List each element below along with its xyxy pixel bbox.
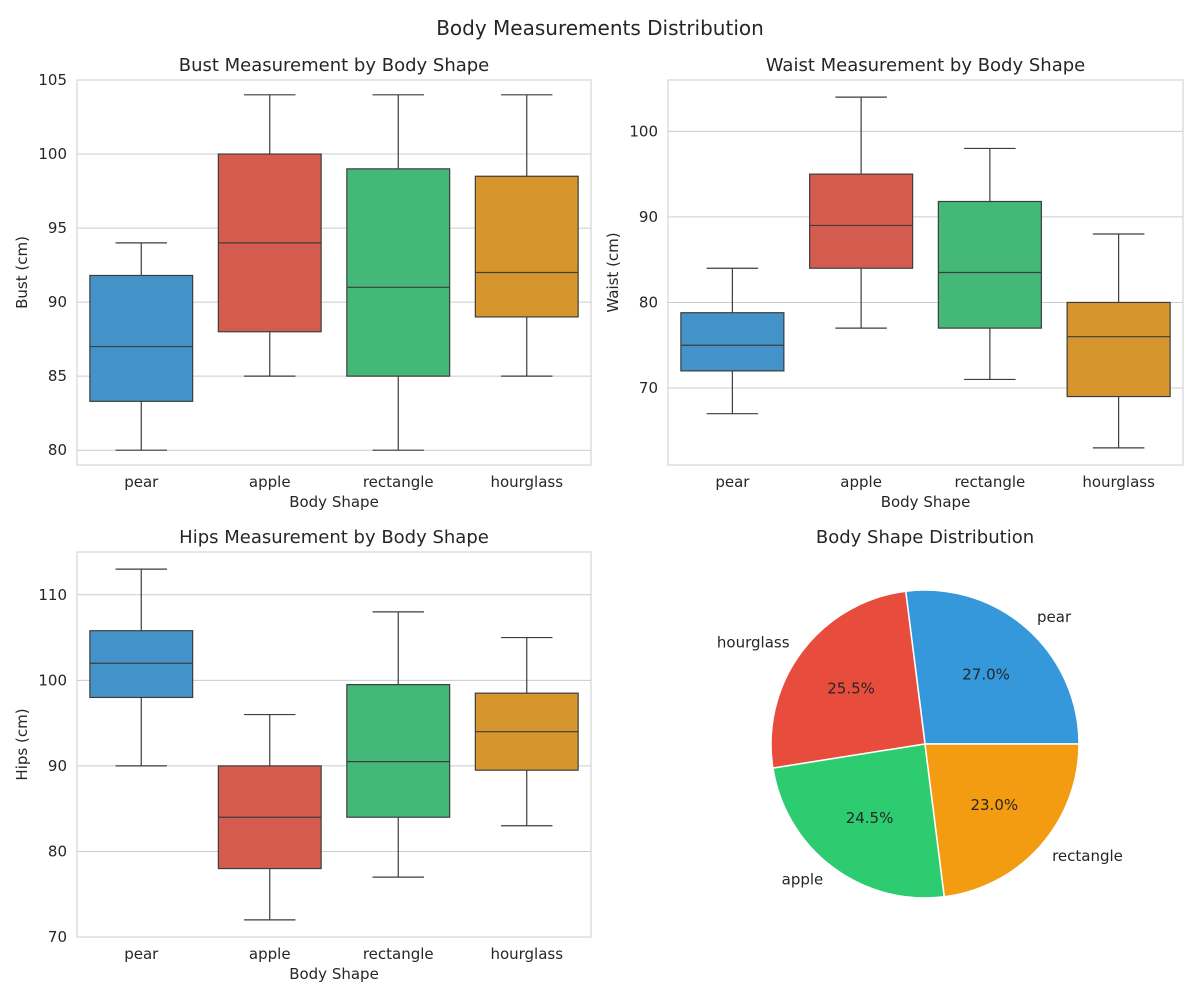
x-tick-label: pear: [715, 473, 750, 491]
pie-slice-label: pear: [1037, 608, 1072, 626]
pie-slice-pear: [904, 589, 1080, 745]
x-tick-label: hourglass: [490, 473, 563, 491]
box-iqr: [474, 175, 579, 318]
pie-percent-label: 25.5%: [827, 680, 875, 698]
box-rectangle: [937, 147, 1042, 381]
box-rectangle: [346, 611, 451, 878]
y-tick-label: 95: [48, 219, 67, 237]
box-apple: [217, 713, 322, 921]
y-tick-label: 70: [639, 379, 658, 397]
pie-slice-label: hourglass: [717, 633, 790, 651]
y-tick-label: 90: [48, 293, 67, 311]
pie-slice-rectangle: [924, 743, 1080, 898]
pie-slice-hourglass: [770, 590, 926, 769]
box-hourglass: [1066, 233, 1171, 449]
boxplot-panel-1: 70 80 90 100 pear apple rectangle hourglass Wais…: [604, 55, 1184, 511]
axes-frame: [76, 79, 592, 466]
x-tick-label: hourglass: [1082, 473, 1155, 491]
box-iqr: [1066, 301, 1171, 398]
y-tick-label: 105: [38, 71, 67, 89]
pie-percent-label: 23.0%: [970, 796, 1018, 814]
y-tick-label: 70: [48, 928, 67, 946]
y-axis-label: Waist (cm): [604, 232, 622, 312]
pie-slice-label: rectangle: [1052, 847, 1123, 865]
box-pear: [89, 568, 194, 767]
box-rectangle: [346, 94, 451, 451]
pie-slice-label: apple: [782, 870, 824, 888]
pie-percent-label: 27.0%: [962, 666, 1010, 684]
box-apple: [809, 96, 914, 329]
x-axis-label: Body Shape: [289, 493, 379, 511]
y-tick-label: 100: [629, 122, 658, 140]
y-tick-label: 100: [38, 145, 67, 163]
box-hourglass: [474, 94, 579, 377]
x-tick-label: rectangle: [363, 945, 434, 963]
y-tick-label: 85: [48, 367, 67, 385]
box-iqr: [937, 200, 1042, 329]
y-axis-label: Bust (cm): [13, 236, 31, 309]
x-tick-label: pear: [124, 473, 159, 491]
x-tick-label: rectangle: [954, 473, 1025, 491]
x-tick-label: rectangle: [363, 473, 434, 491]
y-tick-label: 90: [48, 757, 67, 775]
box-iqr: [89, 630, 194, 699]
y-axis-label: Hips (cm): [13, 708, 31, 780]
x-tick-label: pear: [124, 945, 159, 963]
pie-panel: Body Shape Distribution pear 27.0% hourglas…: [717, 527, 1123, 899]
pie-percent-label: 24.5%: [846, 809, 894, 827]
box-iqr: [346, 684, 451, 818]
axes-frame: [667, 79, 1184, 466]
box-iqr: [809, 173, 914, 269]
box-iqr: [680, 312, 785, 372]
box-pear: [680, 267, 785, 415]
x-tick-label: apple: [249, 473, 291, 491]
y-tick-label: 110: [38, 586, 67, 604]
x-axis-label: Body Shape: [881, 493, 971, 511]
pie-slice-apple: [772, 743, 946, 899]
x-axis-label: Body Shape: [289, 965, 379, 983]
x-tick-label: apple: [249, 945, 291, 963]
panel-title: Waist Measurement by Body Shape: [766, 55, 1085, 76]
box-pear: [89, 242, 194, 451]
box-iqr: [89, 274, 194, 402]
axes-frame: [76, 551, 592, 938]
box-iqr: [346, 168, 451, 377]
boxplot-panel-0: 80 85 90 95 100 105 pear apple rectangle hourglas…: [13, 55, 592, 511]
y-tick-label: 100: [38, 671, 67, 689]
y-tick-label: 80: [48, 842, 67, 860]
box-apple: [217, 94, 322, 377]
box-hourglass: [474, 636, 579, 827]
figure-title: Body Measurements Distribution: [436, 16, 764, 40]
y-tick-label: 90: [639, 208, 658, 226]
panel-title: Body Shape Distribution: [816, 527, 1034, 548]
x-tick-label: apple: [840, 473, 882, 491]
x-tick-label: hourglass: [490, 945, 563, 963]
panel-title: Bust Measurement by Body Shape: [179, 55, 490, 76]
y-tick-label: 80: [48, 441, 67, 459]
boxplot-panel-2: 70 80 90 100 110 pear apple rectangle hourglass H…: [13, 527, 592, 983]
chart-root: 80 85 90 95 100 105 pear apple rectangle hourglas…: [13, 55, 1184, 983]
panel-title: Hips Measurement by Body Shape: [179, 527, 489, 548]
y-tick-label: 80: [639, 293, 658, 311]
